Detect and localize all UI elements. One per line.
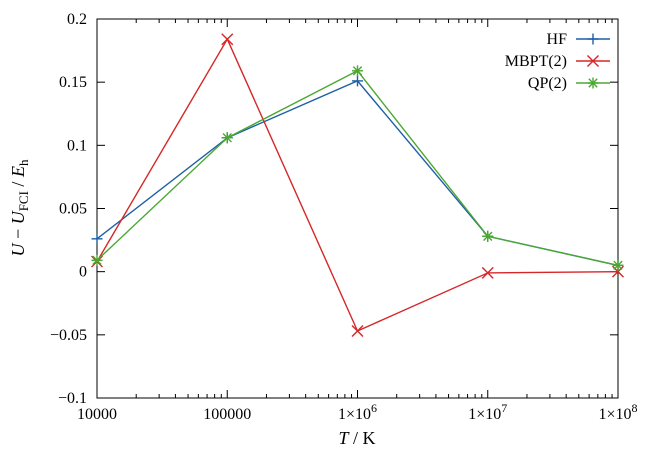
series-line-hf — [96, 80, 619, 267]
data-point-qp-2 — [91, 254, 103, 266]
y-tick-label: 0.2 — [67, 11, 87, 28]
data-point-mbpt-2 — [481, 266, 494, 279]
y-tick-label: 0 — [79, 264, 87, 281]
data-point-qp-2 — [482, 230, 494, 242]
data-point-hf — [352, 75, 363, 87]
y-tick-label: −0.1 — [58, 390, 87, 407]
ticks: −0.1 −0.05 0 0.05 0.1 0.15 0.2 10000 100000 1×106… — [50, 11, 638, 423]
x-tick-label: 1×108 — [598, 401, 637, 423]
x-tick-label: 1×106 — [338, 401, 377, 423]
data-point-mbpt-2 — [221, 33, 234, 46]
data-point-hf — [91, 233, 103, 245]
legend: HF MBPT(2) QP(2) — [505, 31, 610, 92]
data-point-qp-2 — [352, 65, 363, 77]
series-line-qp-2 — [96, 69, 619, 267]
legend-marker-hf — [587, 33, 599, 45]
data-point-qp-2 — [221, 132, 233, 144]
legend-label-mbpt-2: MBPT(2) — [505, 53, 567, 70]
x-tick-label: 100000 — [203, 406, 251, 423]
data-point-qp-2 — [612, 259, 624, 271]
x-tick-label: 10000 — [77, 406, 117, 423]
legend-marker-mbpt-2 — [587, 55, 599, 67]
y-tick-label: 0.1 — [67, 137, 87, 154]
data-point-mbpt-2 — [351, 325, 364, 338]
legend-label-hf: HF — [547, 31, 568, 48]
data-point-mbpt-2 — [612, 265, 624, 278]
y-axis-label: U − UFCI / Eh — [8, 159, 31, 256]
legend-marker-qp-2 — [587, 77, 599, 89]
series-layer — [91, 33, 624, 338]
x-tick-label: 1×107 — [468, 401, 507, 423]
legend-label-qp-2: QP(2) — [528, 75, 567, 92]
x-axis-label: T / K — [338, 428, 375, 448]
y-tick-label: 0.15 — [59, 74, 87, 91]
y-tick-label: −0.05 — [50, 327, 87, 344]
y-tick-label: 0.05 — [59, 201, 87, 218]
